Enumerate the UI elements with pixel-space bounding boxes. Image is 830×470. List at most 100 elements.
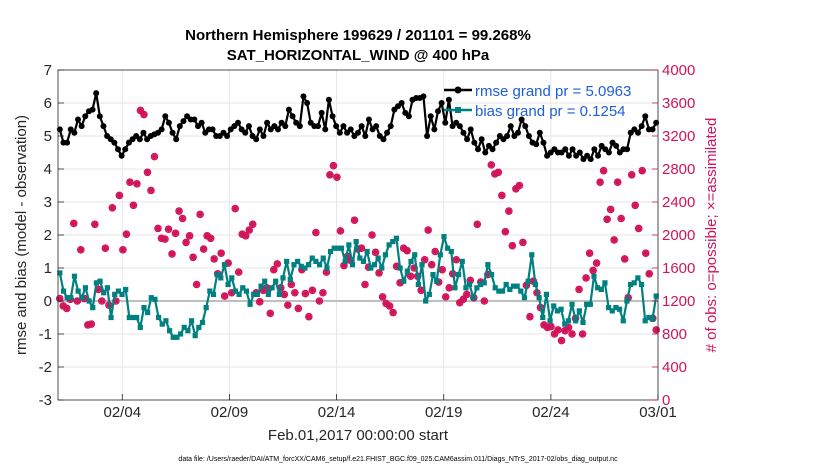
rmse-point (460, 129, 467, 136)
bias-point (335, 245, 341, 251)
obs-assimilated-point (308, 286, 316, 294)
bias-point (79, 295, 85, 301)
obs-assimilated-point (224, 259, 232, 267)
obs-assimilated-point (343, 252, 351, 260)
obs-assimilated-point (350, 216, 358, 224)
y2-axis-label: # of obs: o=possible; ×=assimilated (703, 118, 720, 353)
obs-assimilated-point (158, 234, 166, 242)
rmse-point (373, 123, 380, 130)
y-axis-label: rmse and bias (model - observation) (13, 115, 30, 355)
rmse-point (642, 113, 649, 120)
rmse-point (282, 123, 289, 130)
bias-point (496, 288, 502, 294)
obs-assimilated-point (361, 281, 369, 288)
bias-point (518, 288, 524, 294)
x-tick-label: 03/01 (639, 404, 677, 421)
obs-assimilated-point (59, 302, 67, 310)
rmse-point (82, 113, 89, 120)
rmse-point (533, 141, 540, 148)
rmse-point (322, 126, 329, 133)
obs-assimilated-point (505, 207, 513, 215)
obs-assimilated-point (196, 210, 204, 218)
rmse-point (464, 136, 471, 143)
bias-point (112, 291, 118, 297)
obs-assimilated-point (631, 201, 639, 209)
rmse-point (540, 139, 547, 146)
bias-point (188, 318, 195, 324)
bias-point (616, 306, 623, 312)
rmse-point (75, 116, 81, 123)
obs-assimilated-point (529, 277, 537, 285)
x-tick-label: 02/09 (211, 404, 249, 421)
bias-point (364, 248, 370, 255)
obs-assimilated-point (245, 226, 253, 234)
bias-point (642, 318, 648, 324)
obs-assimilated-point (84, 321, 92, 329)
bias-point (627, 281, 634, 288)
obs-assimilated-point (179, 215, 187, 222)
y2-tick-label: 1200 (662, 293, 695, 310)
bias-point (159, 321, 165, 327)
bias-point (547, 318, 553, 324)
legend-rmse-marker (454, 86, 462, 94)
obs-assimilated-point (136, 106, 144, 114)
bias-point (646, 314, 652, 321)
bias-point (397, 265, 403, 271)
bias-point (295, 258, 301, 264)
rmse-point (224, 133, 231, 139)
obs-assimilated-point (112, 297, 120, 305)
bias-point (371, 262, 378, 268)
bias-point (181, 324, 187, 330)
obs-assimilated-point (235, 268, 243, 276)
obs-assimilated-point (550, 330, 558, 338)
bias-point (540, 314, 546, 321)
bias-point (309, 255, 315, 261)
rmse-point (398, 100, 405, 106)
bias-point (185, 328, 191, 334)
bias-point (401, 278, 407, 284)
rmse-point (467, 126, 474, 133)
obs-assimilated-point (372, 248, 380, 256)
bias-point (437, 252, 443, 258)
obs-assimilated-point (91, 220, 99, 228)
rmse-point (507, 123, 514, 130)
obs-assimilated-point (242, 232, 250, 240)
obs-assimilated-point (417, 286, 425, 294)
obs-assimilated-point (193, 281, 201, 288)
bias-point (313, 258, 319, 264)
plot-area-group (55, 69, 661, 401)
rmse-point (384, 129, 391, 136)
rmse-point (336, 129, 343, 136)
rmse-point (365, 116, 372, 123)
bias-point (115, 288, 121, 294)
obs-assimilated-point (386, 302, 394, 310)
obs-assimilated-point (249, 220, 257, 228)
obs-assimilated-point (410, 264, 418, 272)
bias-point (445, 245, 451, 251)
rmse-point (325, 96, 332, 103)
obs-assimilated-point (259, 286, 267, 294)
obs-assimilated-point (294, 304, 302, 312)
rmse-point (235, 119, 241, 126)
bias-point (624, 298, 630, 304)
obs-assimilated-point (515, 182, 523, 189)
obs-assimilated-point (526, 313, 534, 321)
bias-point (166, 328, 173, 334)
obs-assimilated-point (579, 330, 587, 338)
chart-title: Northern Hemisphere 199629 / 201101 = 99… (185, 27, 531, 44)
bias-point (565, 318, 571, 324)
rmse-point (93, 90, 100, 97)
obs-assimilated-point (256, 298, 264, 306)
rmse-point (253, 136, 260, 143)
bias-point (393, 235, 400, 241)
obs-assimilated-point (403, 247, 411, 255)
bias-point (536, 295, 542, 301)
obs-assimilated-point (428, 261, 436, 269)
rmse-point (173, 136, 180, 143)
bias-point (273, 278, 279, 284)
obs-assimilated-point (270, 266, 278, 274)
obs-assimilated-point (452, 256, 460, 264)
obs-assimilated-point (635, 224, 643, 232)
legend-bias-marker (455, 107, 461, 113)
x-axis-label: Feb.01,2017 00:00:00 start (268, 427, 449, 444)
